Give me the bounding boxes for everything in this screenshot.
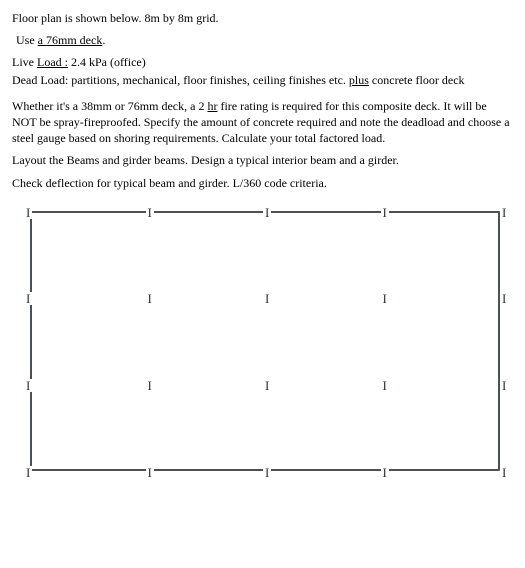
use-suffix: . — [102, 33, 105, 47]
deadload-main: Dead Load: partitions, mechanical, floor… — [12, 73, 349, 87]
column-marker: I — [146, 292, 154, 305]
liveload-label: Live — [12, 55, 37, 69]
column-marker: I — [500, 292, 508, 305]
column-marker: I — [146, 379, 154, 392]
para-fire-rating: Whether it's a 38mm or 76mm deck, a 2 hr… — [12, 98, 513, 147]
column-marker: I — [24, 466, 32, 479]
floor-plan: IIIIIIIIIIIIIIIIIIII — [30, 211, 500, 471]
line-grid-size: Floor plan is shown below. 8m by 8m grid… — [12, 10, 513, 26]
liveload-val: 2.4 kPa (office) — [68, 55, 146, 69]
column-marker: I — [263, 206, 271, 219]
line-deck: Use a 76mm deck. — [16, 32, 513, 48]
deadload-plus: plus — [349, 73, 369, 87]
column-marker: I — [146, 206, 154, 219]
para-deflection: Check deflection for typical beam and gi… — [12, 175, 513, 191]
column-marker: I — [263, 292, 271, 305]
column-marker: I — [146, 466, 154, 479]
para-layout-beams: Layout the Beams and girder beams. Desig… — [12, 152, 513, 168]
column-marker: I — [381, 292, 389, 305]
para2a: Whether it's a 38mm or 76mm deck, a 2 — [12, 99, 207, 113]
deadload-tail: concrete floor deck — [369, 73, 465, 87]
column-marker: I — [24, 292, 32, 305]
column-marker: I — [500, 379, 508, 392]
column-marker: I — [24, 206, 32, 219]
column-marker: I — [500, 206, 508, 219]
floor-plan-container: IIIIIIIIIIIIIIIIIIII — [12, 211, 513, 471]
deck-link: a 76mm deck — [38, 33, 103, 47]
column-marker: I — [381, 466, 389, 479]
line-dead-load: Dead Load: partitions, mechanical, floor… — [12, 72, 513, 88]
column-marker: I — [500, 466, 508, 479]
para2-hr: hr — [207, 99, 217, 113]
liveload-linked: Load : — [37, 55, 68, 69]
column-marker: I — [381, 206, 389, 219]
column-marker: I — [263, 379, 271, 392]
column-marker: I — [24, 379, 32, 392]
line-live-load: Live Load : 2.4 kPa (office) — [12, 54, 513, 70]
column-marker: I — [381, 379, 389, 392]
use-prefix: Use — [16, 33, 38, 47]
column-marker: I — [263, 466, 271, 479]
